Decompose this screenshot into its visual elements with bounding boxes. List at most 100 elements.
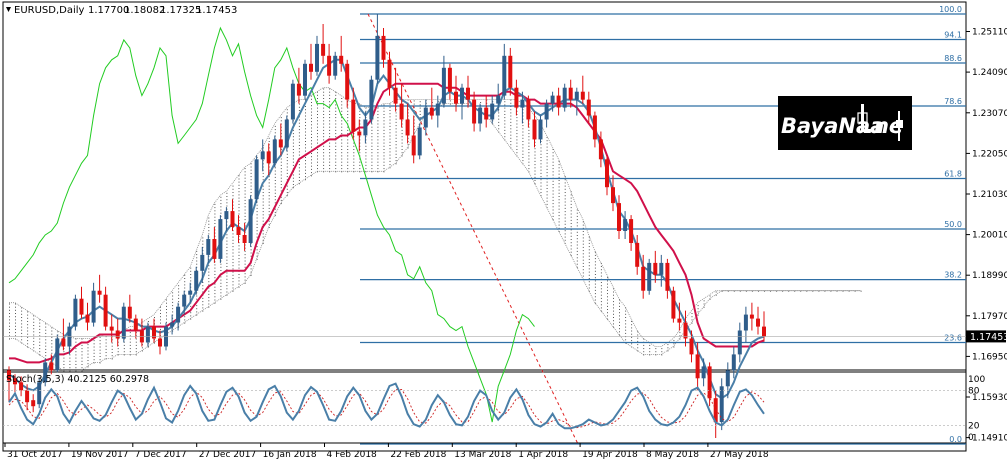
candle-body xyxy=(665,262,670,291)
cloud-dot xyxy=(117,351,119,353)
cloud-dot xyxy=(311,121,312,123)
cloud-dot xyxy=(588,255,590,257)
cloud-dot xyxy=(244,187,246,189)
cloud-dot xyxy=(232,262,234,264)
cloud-dot xyxy=(129,335,131,337)
cloud-dot xyxy=(317,158,318,160)
candle-body xyxy=(762,326,766,337)
cloud-dot xyxy=(305,128,306,130)
cloud-dot xyxy=(317,120,318,122)
cloud-dot xyxy=(27,340,29,342)
cloud-dot xyxy=(214,302,216,304)
chart-header: EURUSD,Daily 1.17700 1.18082 1.17325 1.1… xyxy=(6,5,237,16)
cloud-dot xyxy=(329,94,331,96)
cloud-dot xyxy=(564,207,566,209)
cloud-dot xyxy=(317,161,318,163)
cloud-dot xyxy=(552,196,554,198)
cloud-dot xyxy=(292,133,294,135)
cloud-dot xyxy=(540,188,542,190)
cloud-dot xyxy=(33,340,35,342)
candle-body xyxy=(526,99,531,120)
candle-body xyxy=(236,227,241,235)
cloud-dot xyxy=(528,145,530,147)
cloud-dot xyxy=(558,192,560,194)
cloud-dot xyxy=(305,109,306,111)
cloud-dot xyxy=(794,290,796,292)
cloud-dot xyxy=(329,152,331,154)
cloud-dot xyxy=(323,133,325,135)
cloud-dot xyxy=(178,294,180,296)
cloud-dot xyxy=(286,192,288,193)
cloud-dot xyxy=(673,346,675,348)
cloud-dot xyxy=(208,278,210,279)
cloud-dot xyxy=(129,344,131,346)
cloud-dot xyxy=(643,348,645,350)
cloud-dot xyxy=(341,161,343,163)
cloud-dot xyxy=(317,107,318,109)
time-tick-label: 7 Dec 2017 xyxy=(135,450,187,460)
cloud-dot xyxy=(679,338,681,340)
cloud-dot xyxy=(286,188,288,190)
cloud-dot xyxy=(9,338,10,340)
cloud-dot xyxy=(87,350,89,352)
cloud-dot xyxy=(244,190,246,192)
cloud-dot xyxy=(329,149,331,150)
cloud-dot xyxy=(383,117,385,119)
cloud-dot xyxy=(292,177,294,179)
cloud-dot xyxy=(377,114,379,115)
cloud-dot xyxy=(274,189,276,191)
cloud-dot xyxy=(21,329,23,331)
cloud-dot xyxy=(594,286,596,288)
cloud-dot xyxy=(184,281,186,283)
cloud-dot xyxy=(401,136,403,138)
cloud-dot xyxy=(329,101,331,103)
candle-body xyxy=(490,103,495,120)
cloud-dot xyxy=(582,272,584,274)
cloud-dot xyxy=(99,362,101,364)
cloud-dot xyxy=(226,256,228,258)
cloud-dot xyxy=(160,306,161,308)
cloud-dot xyxy=(93,359,95,361)
candle-body xyxy=(284,119,289,148)
cloud-dot xyxy=(341,168,343,170)
cloud-dot xyxy=(613,320,614,322)
cloud-dot xyxy=(214,210,216,212)
cloud-dot xyxy=(383,104,385,106)
cloud-dot xyxy=(39,325,41,327)
cloud-dot xyxy=(413,100,415,102)
cloud-dot xyxy=(558,231,560,232)
price-tick-label: 1.22050 xyxy=(972,149,1007,159)
cloud-dot xyxy=(600,282,602,283)
cloud-dot xyxy=(679,332,681,334)
cloud-dot xyxy=(93,340,95,342)
cloud-dot xyxy=(558,186,560,188)
cloud-dot xyxy=(588,262,590,264)
cloud-dot xyxy=(558,208,560,210)
candle-body xyxy=(7,370,11,381)
cloud-dot xyxy=(528,139,530,141)
cloud-dot xyxy=(552,206,554,208)
cloud-dot xyxy=(546,162,548,164)
cloud-dot xyxy=(365,168,367,170)
cloud-dot xyxy=(286,160,288,162)
cloud-dot xyxy=(323,136,325,138)
cloud-dot xyxy=(613,301,614,303)
cloud-dot xyxy=(498,128,500,130)
cloud-dot xyxy=(365,161,367,163)
cloud-dot xyxy=(540,169,542,171)
cloud-dot xyxy=(335,142,337,144)
stoch-panel[interactable] xyxy=(2,371,967,444)
cloud-dot xyxy=(244,203,246,205)
cloud-dot xyxy=(75,364,77,365)
candle-body xyxy=(484,107,489,120)
cloud-dot xyxy=(305,137,306,139)
cloud-dot xyxy=(317,126,318,128)
cloud-dot xyxy=(395,144,397,146)
cloud-dot xyxy=(268,185,270,187)
cloud-dot xyxy=(594,274,596,275)
cloud-dot xyxy=(534,167,536,169)
cloud-dot xyxy=(353,171,355,173)
cloud-dot xyxy=(220,276,222,278)
candle-body xyxy=(429,107,434,116)
cloud-dot xyxy=(250,179,252,181)
